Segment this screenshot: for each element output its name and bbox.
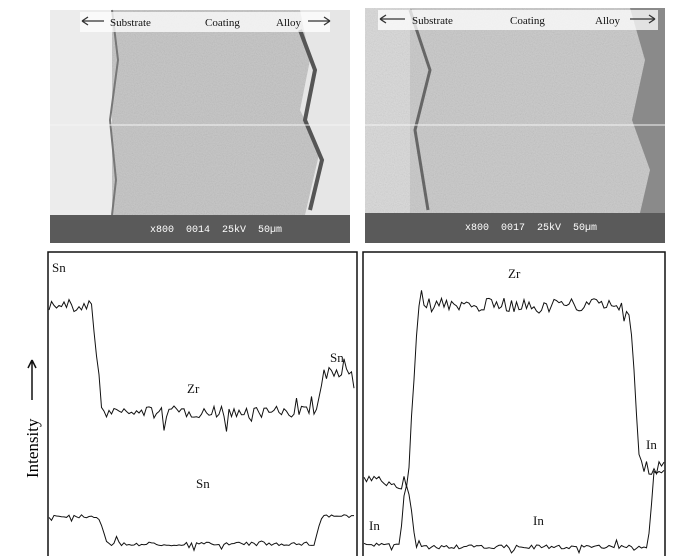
scan-label: Sn [330,350,344,365]
sem-label: Coating [510,15,545,27]
line-scan [363,290,665,490]
line-scans [48,290,665,555]
line-scan [48,298,355,432]
scan-label: In [533,513,544,528]
sem-label: Alloy [276,17,302,29]
scan-panel [47,251,358,556]
scale-bar: x800 0017 25kV 50µm [465,222,597,234]
line-scan [48,514,354,552]
scan-label: Zr [187,381,200,396]
line-scan [363,470,665,555]
scan-label: In [646,437,657,452]
scan-panel [362,251,666,556]
sem-label: Substrate [412,15,453,27]
sem-label: Substrate [110,17,151,29]
scan-label: In [369,518,380,533]
sem-label: Alloy [595,15,621,27]
scale-bar: x800 0014 25kV 50µm [150,224,282,236]
sem-image-right: Substrate Coating Alloy x800 0017 25kV 5… [365,8,665,243]
scan-label: Zr [508,266,521,281]
sem-label: Coating [205,17,240,29]
sem-image-left: Substrate Coating Alloy x800 0014 25kV 5… [50,9,350,243]
y-axis-label: Intensity [23,418,42,478]
scan-label: Sn [52,260,66,275]
scan-label: Sn [196,476,210,491]
